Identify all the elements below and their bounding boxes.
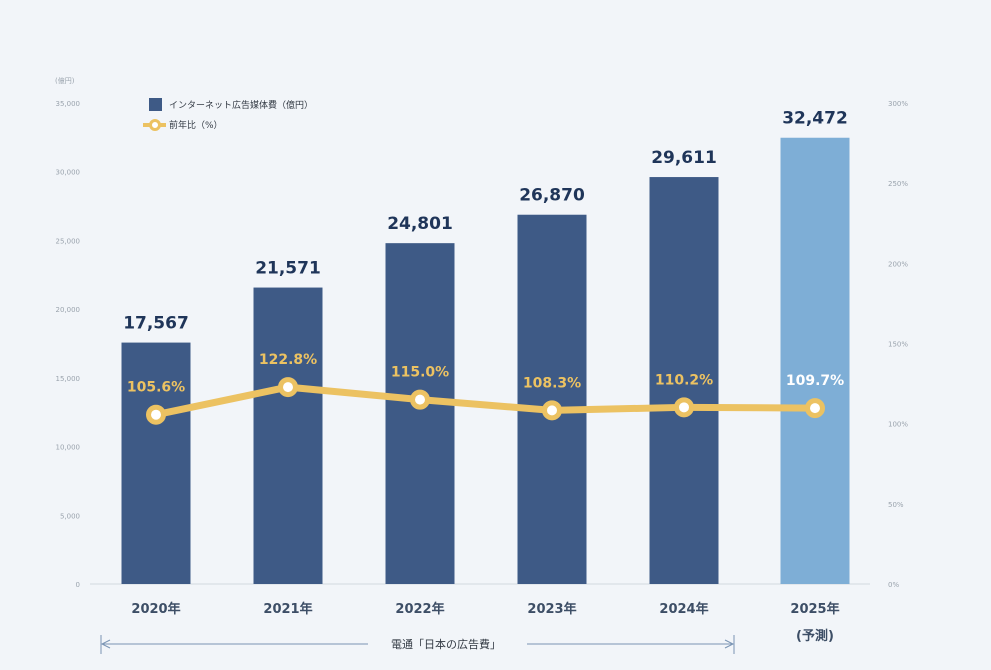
y-right-tick-label: 50% xyxy=(888,501,904,509)
y-right-tick-label: 100% xyxy=(888,421,908,429)
y-axis-left: (億円) 0 5,000 10,000 15,000 20,000 25,000 30,000… xyxy=(55,76,80,589)
line-point xyxy=(542,400,562,421)
source-bracket-left-arrow xyxy=(100,639,111,649)
legend-line-marker xyxy=(149,119,161,131)
y-left-tick-label: 0 xyxy=(76,581,80,589)
y-left-tick-label: 10,000 xyxy=(56,444,81,452)
bar xyxy=(780,137,850,584)
x-category-note: (予測) xyxy=(796,628,834,644)
bar xyxy=(517,214,587,584)
bar-value-label: 32,472 xyxy=(782,109,848,129)
bar xyxy=(385,243,455,585)
bar-series xyxy=(121,137,850,585)
legend-bar-swatch xyxy=(149,98,162,111)
line-value-label: 108.3% xyxy=(523,375,581,391)
y-left-tick-label: 5,000 xyxy=(60,512,80,520)
line-point xyxy=(146,404,166,425)
bar-value-label: 24,801 xyxy=(387,214,453,234)
y-left-tick-label: 15,000 xyxy=(56,375,81,383)
x-axis-categories: 2020年 2021年 2022年 2023年 2024年 2025年 (予測) xyxy=(131,601,839,644)
source-bracket: 電通「日本の広告費」 xyxy=(100,635,735,654)
legend-bar-label: インターネット広告媒体費（億円） xyxy=(169,99,313,111)
y-right-tick-label: 250% xyxy=(888,180,908,188)
x-category-label: 2023年 xyxy=(527,601,576,617)
y-right-tick-label: 150% xyxy=(888,341,908,349)
source-bracket-right-arrow xyxy=(724,639,735,649)
x-category-label: 2025年 xyxy=(790,601,839,617)
line-point xyxy=(805,398,825,419)
y-left-tick-label: 35,000 xyxy=(56,100,81,108)
legend: インターネット広告媒体費（億円） 前年比（%） xyxy=(143,98,313,131)
x-category-label: 2022年 xyxy=(395,601,444,617)
bar xyxy=(253,287,323,584)
line-value-label: 105.6% xyxy=(127,380,185,396)
x-category-label: 2024年 xyxy=(659,601,708,617)
bar xyxy=(121,342,191,584)
legend-line-label: 前年比（%） xyxy=(169,119,223,131)
bar-value-label: 26,870 xyxy=(519,186,585,206)
y-left-tick-label: 20,000 xyxy=(56,306,81,314)
bar xyxy=(649,177,719,585)
line-value-label: 110.2% xyxy=(655,372,713,388)
source-label: 電通「日本の広告費」 xyxy=(391,637,501,651)
y-right-tick-label: 200% xyxy=(888,260,908,268)
line-point xyxy=(278,377,298,398)
line-point xyxy=(674,397,694,418)
y-left-tick-label: 25,000 xyxy=(56,237,81,245)
line-series: 105.6% 122.8% 115.0% 108.3% 110.2% 109.7% xyxy=(127,352,844,425)
bar-value-label: 17,567 xyxy=(123,314,189,334)
x-category-label: 2020年 xyxy=(131,601,180,617)
line-value-label: 109.7% xyxy=(786,373,844,389)
line-value-label: 122.8% xyxy=(259,352,317,368)
x-category-label: 2021年 xyxy=(263,601,312,617)
line-point xyxy=(410,389,430,410)
y-axis-right: 0% 50% 100% 150% 200% 250% 300% xyxy=(888,100,908,589)
y-left-tick-label: 30,000 xyxy=(56,169,81,177)
line-value-label: 115.0% xyxy=(391,365,449,381)
bar-value-labels: 17,567 21,571 24,801 26,870 29,611 32,472 xyxy=(123,109,848,334)
y-left-unit-label: (億円) xyxy=(55,76,75,85)
line-series-path xyxy=(152,383,819,419)
bar-value-label: 29,611 xyxy=(651,148,717,168)
y-right-tick-label: 300% xyxy=(888,100,908,108)
bar-value-label: 21,571 xyxy=(255,259,321,279)
y-right-tick-label: 0% xyxy=(888,581,899,589)
